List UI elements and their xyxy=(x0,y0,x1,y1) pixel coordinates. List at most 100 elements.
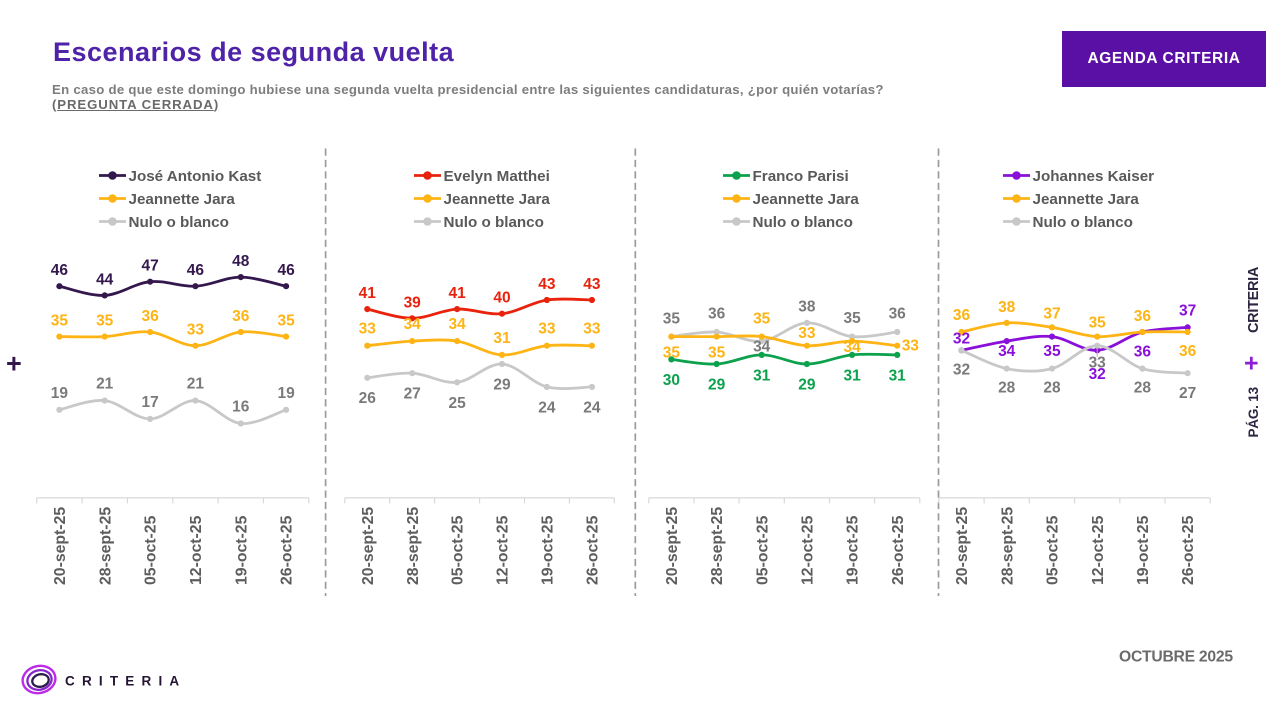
svg-text:Nulo o blanco: Nulo o blanco xyxy=(753,214,853,231)
svg-text:29: 29 xyxy=(798,377,816,394)
svg-text:Nulo o blanco: Nulo o blanco xyxy=(129,214,229,231)
svg-text:19-oct-25: 19-oct-25 xyxy=(845,515,862,585)
svg-text:29: 29 xyxy=(708,377,726,394)
svg-text:+: + xyxy=(6,349,22,379)
svg-text:CRITERIA: CRITERIA xyxy=(65,674,186,689)
svg-text:33: 33 xyxy=(583,321,601,338)
svg-text:35: 35 xyxy=(663,345,681,362)
svg-text:05-oct-25: 05-oct-25 xyxy=(1045,515,1062,585)
svg-text:26-oct-25: 26-oct-25 xyxy=(1180,515,1197,585)
svg-text:24: 24 xyxy=(583,399,601,416)
svg-text:31: 31 xyxy=(753,367,771,384)
svg-text:38: 38 xyxy=(798,298,816,315)
svg-text:37: 37 xyxy=(1179,302,1196,319)
svg-text:05-oct-25: 05-oct-25 xyxy=(450,515,467,585)
svg-text:33: 33 xyxy=(538,321,556,338)
svg-text:36: 36 xyxy=(1179,343,1197,360)
svg-text:48: 48 xyxy=(232,253,250,270)
svg-text:32: 32 xyxy=(953,361,970,378)
svg-text:20-sept-25: 20-sept-25 xyxy=(954,507,971,585)
svg-text:19-oct-25: 19-oct-25 xyxy=(1135,515,1152,585)
svg-text:19-oct-25: 19-oct-25 xyxy=(540,515,557,585)
svg-text:17: 17 xyxy=(141,394,158,411)
svg-text:12-oct-25: 12-oct-25 xyxy=(1090,515,1107,585)
svg-text:28: 28 xyxy=(1134,380,1152,397)
svg-text:44: 44 xyxy=(96,271,114,288)
svg-text:36: 36 xyxy=(889,306,907,323)
svg-text:36: 36 xyxy=(141,308,159,325)
svg-text:24: 24 xyxy=(538,399,556,416)
svg-text:35: 35 xyxy=(277,313,295,330)
svg-text:Franco Parisi: Franco Parisi xyxy=(753,168,849,185)
svg-text:47: 47 xyxy=(141,258,158,275)
svg-text:26: 26 xyxy=(359,390,377,407)
svg-text:Jeannette Jara: Jeannette Jara xyxy=(129,191,236,208)
svg-text:20-sept-25: 20-sept-25 xyxy=(360,507,377,585)
svg-text:31: 31 xyxy=(493,330,511,347)
svg-text:José Antonio Kast: José Antonio Kast xyxy=(129,168,262,185)
svg-text:30: 30 xyxy=(663,372,680,389)
svg-text:05-oct-25: 05-oct-25 xyxy=(754,515,771,585)
svg-text:41: 41 xyxy=(448,285,466,302)
svg-text:37: 37 xyxy=(1043,305,1060,322)
svg-text:35: 35 xyxy=(51,313,69,330)
svg-text:46: 46 xyxy=(187,262,205,279)
svg-text:34: 34 xyxy=(998,343,1016,360)
svg-text:Johannes Kaiser: Johannes Kaiser xyxy=(1033,168,1155,185)
svg-text:26-oct-25: 26-oct-25 xyxy=(890,515,907,585)
svg-text:20-sept-25: 20-sept-25 xyxy=(664,507,681,585)
svg-text:35: 35 xyxy=(1043,343,1061,360)
svg-text:40: 40 xyxy=(493,290,510,307)
svg-text:31: 31 xyxy=(889,367,907,384)
svg-text:38: 38 xyxy=(998,299,1016,316)
svg-text:12-oct-25: 12-oct-25 xyxy=(188,515,205,585)
svg-text:29: 29 xyxy=(493,377,511,394)
svg-text:19-oct-25: 19-oct-25 xyxy=(233,515,250,585)
svg-text:39: 39 xyxy=(404,294,422,311)
svg-text:33: 33 xyxy=(1089,354,1107,371)
svg-text:+: + xyxy=(1244,350,1259,378)
svg-text:35: 35 xyxy=(843,310,861,327)
svg-text:36: 36 xyxy=(1134,343,1152,360)
svg-text:19: 19 xyxy=(277,385,295,402)
svg-text:35: 35 xyxy=(753,311,771,328)
svg-text:27: 27 xyxy=(404,386,421,403)
svg-text:OCTUBRE 2025: OCTUBRE 2025 xyxy=(1119,649,1233,666)
svg-text:21: 21 xyxy=(187,376,205,393)
svg-text:Nulo o blanco: Nulo o blanco xyxy=(1033,214,1133,231)
svg-text:25: 25 xyxy=(448,395,466,412)
svg-text:34: 34 xyxy=(404,316,422,333)
svg-text:Evelyn Matthei: Evelyn Matthei xyxy=(444,168,550,185)
svg-text:36: 36 xyxy=(953,307,971,324)
svg-text:33: 33 xyxy=(359,321,377,338)
svg-text:28-sept-25: 28-sept-25 xyxy=(999,507,1016,585)
svg-text:35: 35 xyxy=(1089,315,1107,332)
svg-text:19: 19 xyxy=(51,385,69,402)
svg-text:34: 34 xyxy=(843,339,861,356)
svg-text:36: 36 xyxy=(1134,308,1152,325)
svg-text:28-sept-25: 28-sept-25 xyxy=(709,507,726,585)
svg-text:Jeannette Jara: Jeannette Jara xyxy=(1033,191,1140,208)
svg-text:28-sept-25: 28-sept-25 xyxy=(97,507,114,585)
svg-text:12-oct-25: 12-oct-25 xyxy=(800,515,817,585)
svg-text:34: 34 xyxy=(448,316,466,333)
svg-text:46: 46 xyxy=(277,262,295,279)
svg-text:16: 16 xyxy=(232,399,250,416)
svg-text:05-oct-25: 05-oct-25 xyxy=(143,515,160,585)
svg-text:36: 36 xyxy=(708,306,726,323)
svg-text:43: 43 xyxy=(538,276,556,293)
svg-text:PÁG. 13: PÁG. 13 xyxy=(1246,386,1261,437)
svg-text:46: 46 xyxy=(51,262,69,279)
svg-text:34: 34 xyxy=(753,339,771,356)
svg-text:12-oct-25: 12-oct-25 xyxy=(495,515,512,585)
svg-text:33: 33 xyxy=(798,325,816,342)
svg-text:33: 33 xyxy=(187,322,205,339)
svg-text:32: 32 xyxy=(1089,366,1106,383)
svg-text:33: 33 xyxy=(902,338,920,355)
svg-text:35: 35 xyxy=(663,311,681,328)
svg-text:21: 21 xyxy=(96,376,114,393)
svg-text:35: 35 xyxy=(96,313,114,330)
svg-text:26-oct-25: 26-oct-25 xyxy=(279,515,296,585)
svg-text:31: 31 xyxy=(843,367,861,384)
svg-text:43: 43 xyxy=(583,276,601,293)
